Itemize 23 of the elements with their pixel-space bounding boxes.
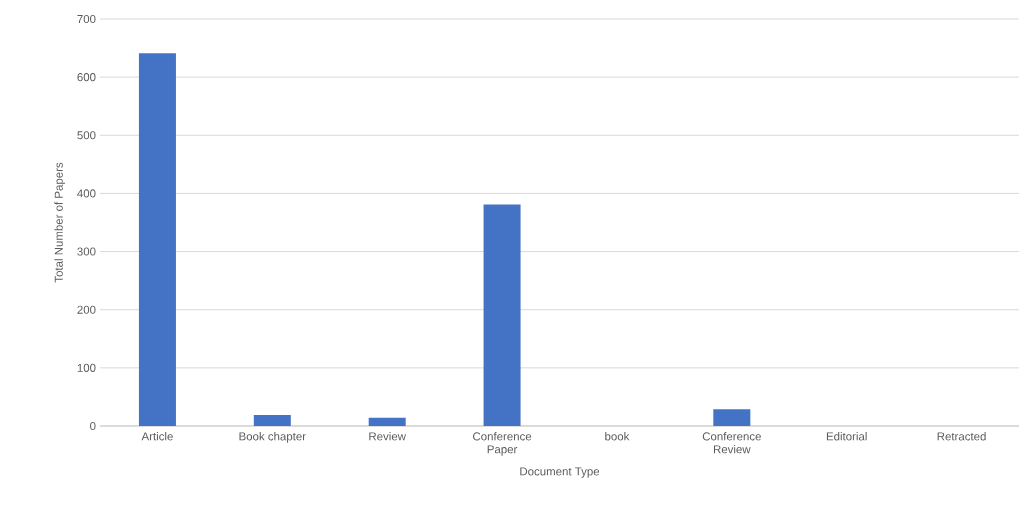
bar	[253, 414, 291, 426]
bar	[368, 417, 406, 426]
y-tick-label: 400	[77, 189, 96, 198]
x-tick-label: book	[605, 432, 630, 441]
y-axis-title: Total Number of Papers	[54, 162, 66, 283]
y-tick-label: 600	[77, 73, 96, 82]
x-axis-title: Document Type	[520, 467, 600, 478]
x-tick-label: Conference Review	[702, 432, 761, 454]
x-tick-label: Conference Paper	[473, 432, 532, 456]
x-tick-label: Review	[369, 432, 406, 441]
x-tick-label: Article	[141, 432, 173, 441]
y-tick-label: 0	[90, 421, 96, 431]
y-tick-label: 500	[77, 131, 96, 140]
y-tick-label: 200	[77, 305, 96, 314]
x-tick-label: Retracted	[937, 432, 986, 441]
x-tick-label: Book chapter	[239, 432, 306, 443]
y-tick-label: 100	[77, 363, 96, 372]
bar	[483, 204, 521, 426]
y-tick-label: 300	[77, 247, 96, 256]
y-tick-label: 700	[77, 14, 96, 24]
bar	[138, 53, 176, 426]
x-tick-label: Editorial	[826, 432, 867, 441]
bar	[713, 409, 751, 426]
